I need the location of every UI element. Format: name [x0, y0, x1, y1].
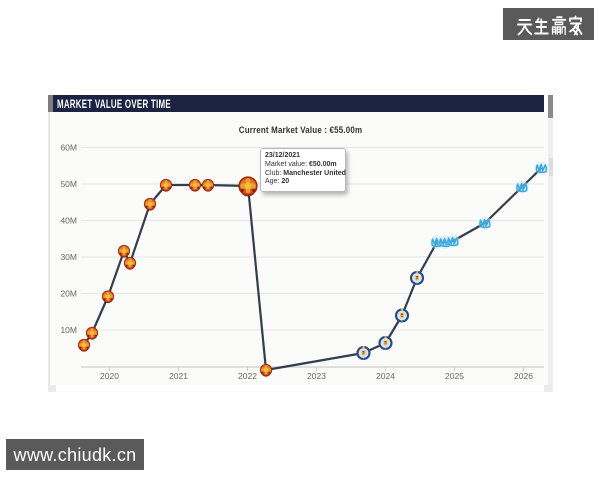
svg-text:2023: 2023 — [307, 371, 326, 381]
svg-text:40M: 40M — [60, 216, 77, 226]
svg-text:2026: 2026 — [514, 371, 533, 381]
svg-text:2022: 2022 — [238, 371, 257, 381]
svg-text:10M: 10M — [60, 325, 77, 335]
svg-text:30M: 30M — [60, 252, 77, 262]
svg-text:2021: 2021 — [169, 371, 188, 381]
svg-text:2025: 2025 — [445, 371, 464, 381]
svg-text:60M: 60M — [60, 143, 77, 153]
svg-text:2024: 2024 — [376, 371, 395, 381]
svg-text:2020: 2020 — [100, 371, 119, 381]
svg-text:50M: 50M — [60, 179, 77, 189]
svg-text:20M: 20M — [60, 289, 77, 299]
